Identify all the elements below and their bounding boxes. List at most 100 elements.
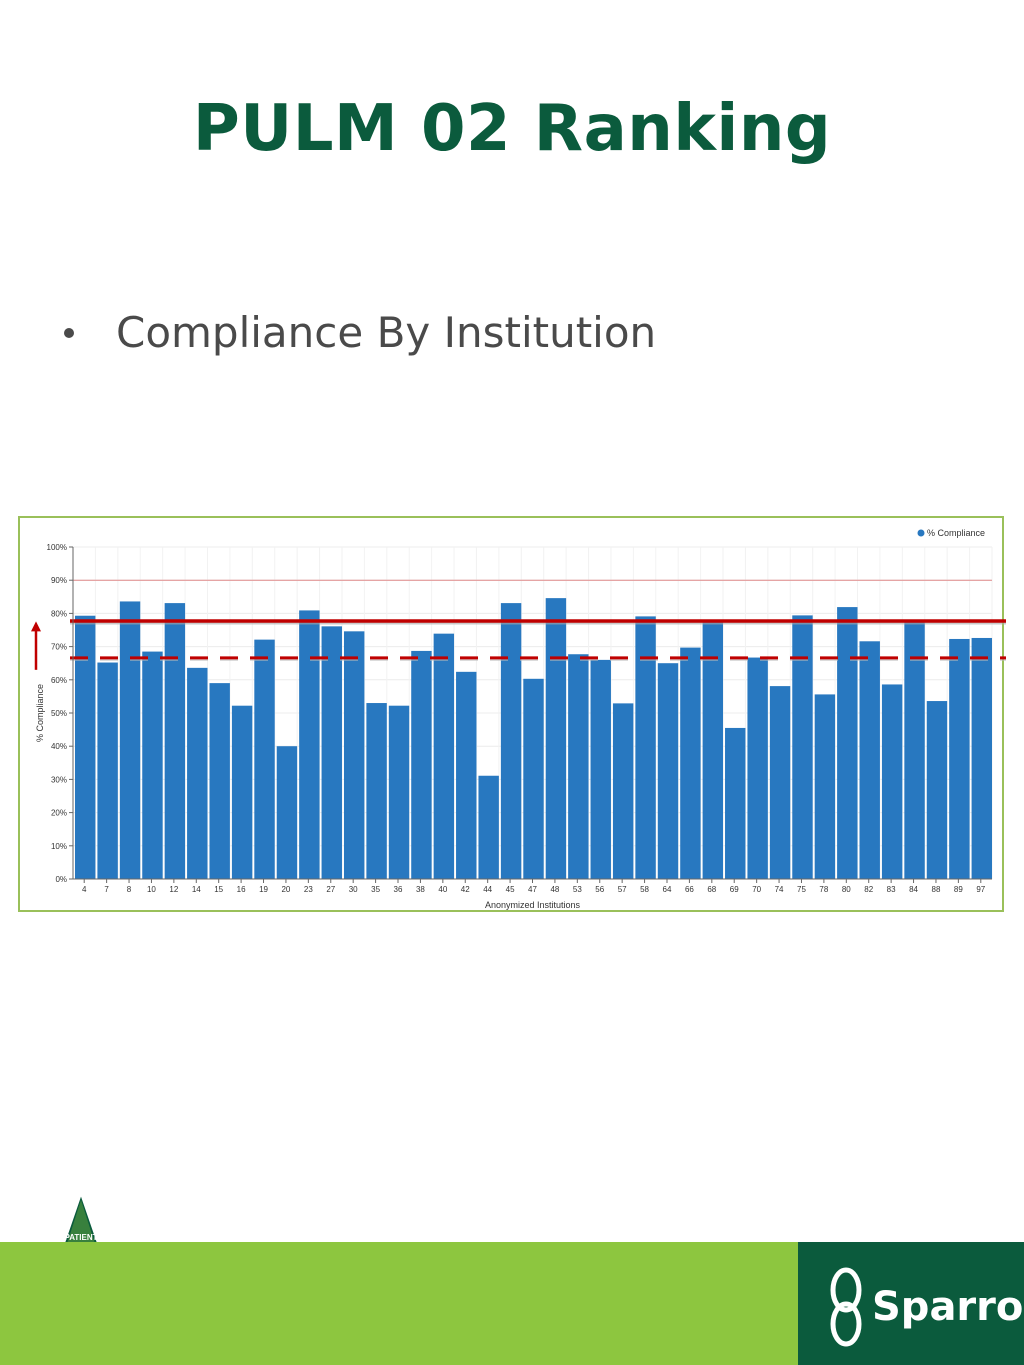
bar (568, 654, 589, 879)
x-tick-label: 30 (349, 885, 358, 894)
up-arrow-head-icon (31, 621, 41, 632)
bar (164, 603, 186, 879)
x-tick-label: 19 (259, 885, 268, 894)
x-tick-label: 38 (416, 885, 425, 894)
x-tick-label: 8 (127, 885, 132, 894)
x-tick-label: 74 (775, 885, 784, 894)
x-tick-label: 97 (976, 885, 985, 894)
bullet-dot (64, 327, 74, 338)
x-tick-label: 47 (528, 885, 537, 894)
bar (254, 639, 275, 879)
y-tick-label: 100% (47, 543, 67, 552)
bar (187, 667, 208, 879)
y-tick-label: 70% (51, 643, 67, 652)
bar (769, 686, 791, 879)
axes: 0%10%20%30%40%50%60%70%80%90%100%4 7 8 10 12… (47, 543, 992, 894)
footer-bar: Sparrow (0, 1242, 1024, 1365)
bar (411, 650, 432, 879)
chart-container: 0% 10% 20% 30% 40% 50% 60% 70% 80% 90% 100% 4 7 8 10 12… (18, 516, 1006, 912)
bar (231, 705, 253, 879)
x-tick-label: 56 (595, 885, 604, 894)
bar (971, 637, 992, 879)
page-title: PULM 02 Ranking (192, 92, 832, 166)
y-tick-label: 0% (55, 875, 67, 884)
bar (343, 631, 365, 879)
bar (747, 657, 768, 879)
y-tick-label: 20% (51, 809, 67, 818)
legend-label: % Compliance (927, 528, 985, 538)
pyramid-label: PATIENT (64, 1233, 97, 1242)
bar (612, 703, 634, 879)
bar (881, 684, 903, 879)
y-tick-label: 40% (51, 742, 67, 751)
x-tick-label: 14 (192, 885, 201, 894)
x-tick-label: 23 (304, 885, 313, 894)
x-tick-label: 36 (394, 885, 403, 894)
x-tick-label: 82 (864, 885, 873, 894)
x-tick-label: 4 (82, 885, 87, 894)
bar (75, 615, 96, 879)
x-tick-label: 42 (461, 885, 470, 894)
x-tick-label: 80 (842, 885, 851, 894)
bar (321, 626, 342, 879)
x-tick-label: 70 (752, 885, 761, 894)
bar (859, 641, 880, 879)
bar (500, 603, 522, 879)
x-tick-label: 7 (104, 885, 109, 894)
x-tick-label: 89 (954, 885, 963, 894)
x-tick-label: 58 (640, 885, 649, 894)
bar (97, 662, 118, 879)
x-tick-label: 69 (730, 885, 739, 894)
bar (299, 610, 320, 879)
x-tick-label: 27 (326, 885, 335, 894)
x-tick-label: 48 (550, 885, 559, 894)
x-tick-label: 83 (887, 885, 896, 894)
bar (478, 775, 499, 879)
bar (635, 616, 656, 879)
bar (119, 601, 141, 879)
x-tick-label: 15 (214, 885, 223, 894)
bar (388, 705, 410, 879)
x-tick-label: 20 (281, 885, 290, 894)
x-tick-label: 45 (506, 885, 515, 894)
y-tick-label: 80% (51, 609, 67, 618)
y-tick-label: 90% (51, 576, 67, 585)
bar (523, 678, 544, 879)
bar (433, 633, 455, 879)
x-tick-label: 78 (819, 885, 828, 894)
bar (702, 621, 724, 879)
bars (75, 598, 992, 879)
footer-brand-panel: Sparrow (798, 1242, 1024, 1365)
x-tick-label: 40 (438, 885, 447, 894)
x-tick-label: 53 (573, 885, 582, 894)
bar (725, 727, 746, 879)
y-tick-label: 10% (51, 842, 67, 851)
x-tick-label: 66 (685, 885, 694, 894)
bar (545, 598, 567, 879)
x-tick-label: 16 (237, 885, 246, 894)
x-tick-label: 75 (797, 885, 806, 894)
sparrow-logo: Sparrow (828, 1262, 1024, 1352)
bar (590, 659, 611, 879)
x-tick-label: 12 (169, 885, 178, 894)
bar (904, 621, 925, 879)
reference-lines (31, 579, 1006, 670)
bar-chart: 0%10%20%30%40%50%60%70%80%90%100%4 7 8 10 12… (31, 528, 1006, 910)
bar (949, 638, 970, 879)
sparrow-mark-icon (830, 1267, 862, 1347)
bar (209, 683, 230, 879)
bar (926, 701, 948, 879)
x-tick-label: 44 (483, 885, 492, 894)
bar (680, 647, 701, 879)
x-tick-label: 57 (618, 885, 627, 894)
y-tick-label: 30% (51, 775, 67, 784)
y-axis-label: % Compliance (35, 684, 45, 742)
bar (456, 671, 477, 879)
legend: % Compliance (917, 528, 985, 538)
bar (837, 607, 858, 879)
bar (814, 694, 836, 879)
bar (276, 746, 298, 879)
x-axis-label: Anonymized Institutions (485, 900, 581, 910)
bar (657, 663, 679, 879)
bullet-text: Compliance By Institution (116, 308, 657, 357)
